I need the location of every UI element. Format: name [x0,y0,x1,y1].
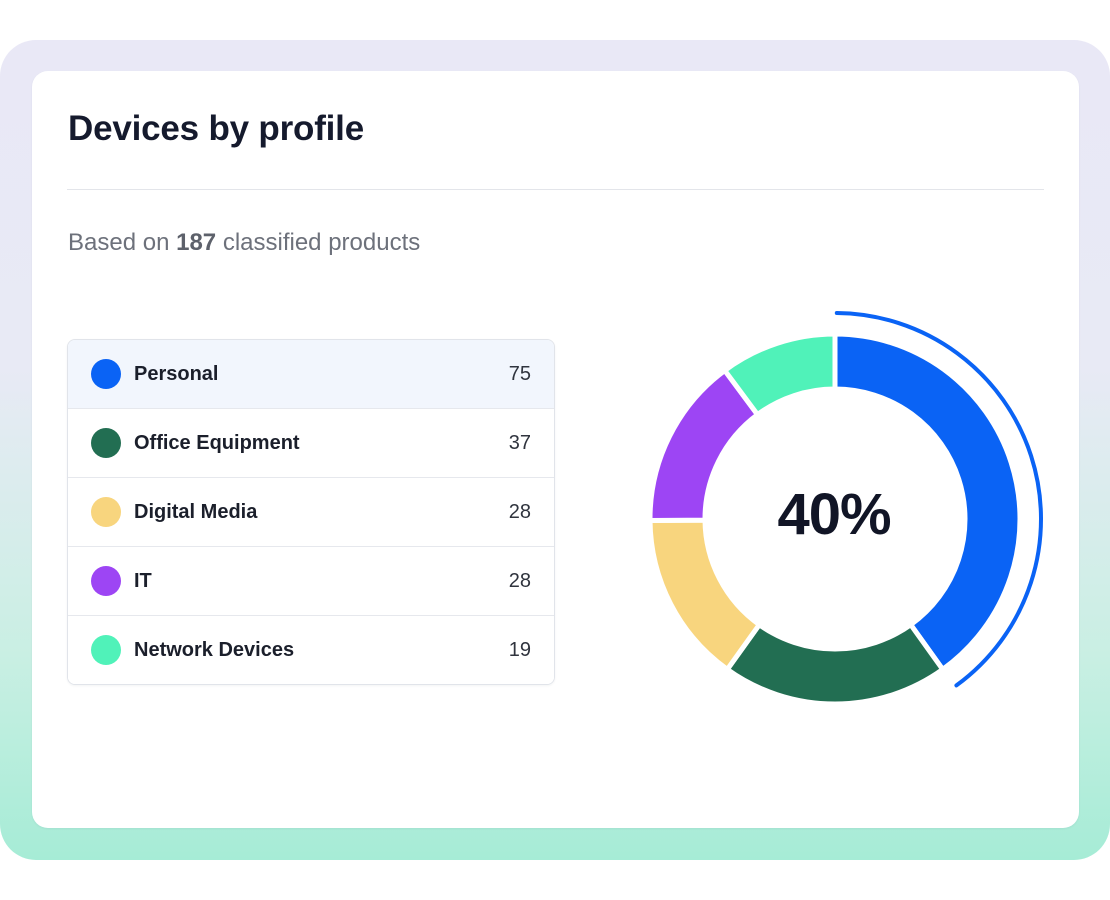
donut-center-percentage: 40% [777,482,891,547]
legend-color-dot [91,497,121,527]
legend-label: Network Devices [134,638,295,661]
donut-slice-digital-media[interactable] [647,517,762,672]
legend-color-dot [91,635,121,665]
legend-color-dot [91,428,121,458]
legend-label: Personal [134,362,219,385]
legend-count: 19 [508,638,531,661]
legend-label: Digital Media [134,500,258,523]
card-title: Devices by profile [68,109,364,148]
legend-count: 37 [508,431,531,454]
legend-row-personal[interactable]: Personal 75 [68,340,554,408]
legend-row-it[interactable]: IT 28 [68,546,554,615]
legend-row-network-devices[interactable]: Network Devices 19 [68,615,554,684]
legend-color-dot [91,566,121,596]
legend-label: Office Equipment [134,431,300,454]
legend-count: 75 [508,362,531,385]
devices-by-profile-card: Devices by profile Based on 187 classifi… [32,71,1079,828]
legend-count: 28 [508,569,531,592]
legend-color-dot [91,359,121,389]
legend-count: 28 [508,500,531,523]
legend-row-digital-media[interactable]: Digital Media 28 [68,477,554,546]
donut-slice-office-equipment[interactable] [724,622,946,707]
donut-slice-personal[interactable] [832,331,1023,672]
donut-slice-network-devices[interactable] [722,331,838,418]
subtitle-suffix: classified products [222,229,421,256]
donut-chart [647,311,1043,707]
legend-row-office-equipment[interactable]: Office Equipment 37 [68,408,554,477]
card-subtitle: Based on 187 classified products [68,229,420,257]
profile-legend: Personal 75 Office Equipment 37 Digital … [67,339,555,685]
title-divider [67,189,1044,190]
subtitle-count: 187 [176,229,217,256]
subtitle-prefix: Based on [68,229,170,256]
donut-highlight-arc [834,311,1043,688]
legend-label: IT [134,569,152,592]
